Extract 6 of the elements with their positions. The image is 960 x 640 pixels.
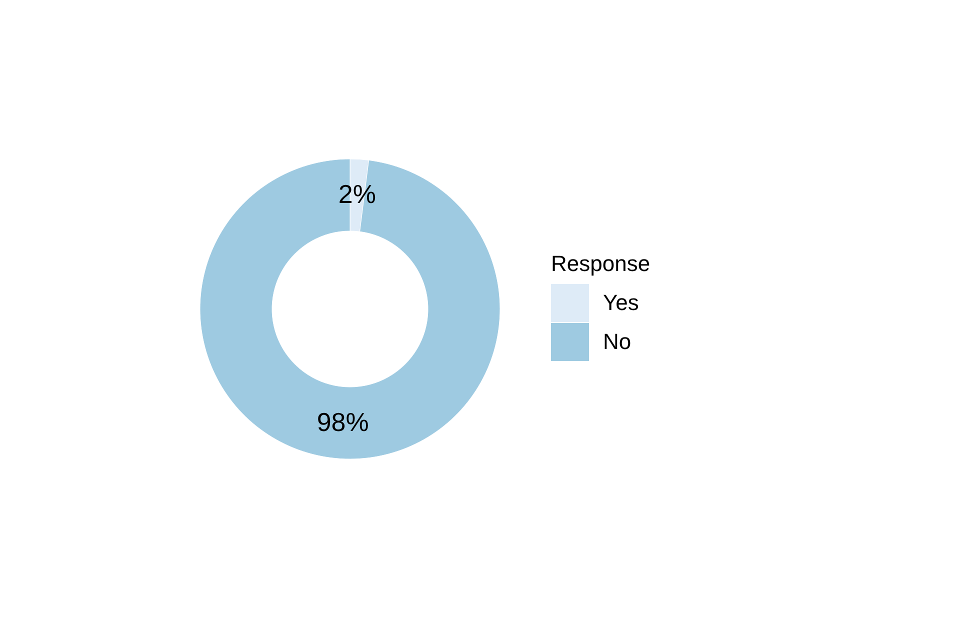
data-label: 2%: [338, 179, 376, 210]
legend-label: Yes: [603, 290, 639, 315]
legend-title: Response: [551, 251, 650, 276]
data-label: 98%: [316, 406, 369, 437]
legend-label: No: [603, 329, 632, 354]
donut-slice: [200, 158, 500, 459]
